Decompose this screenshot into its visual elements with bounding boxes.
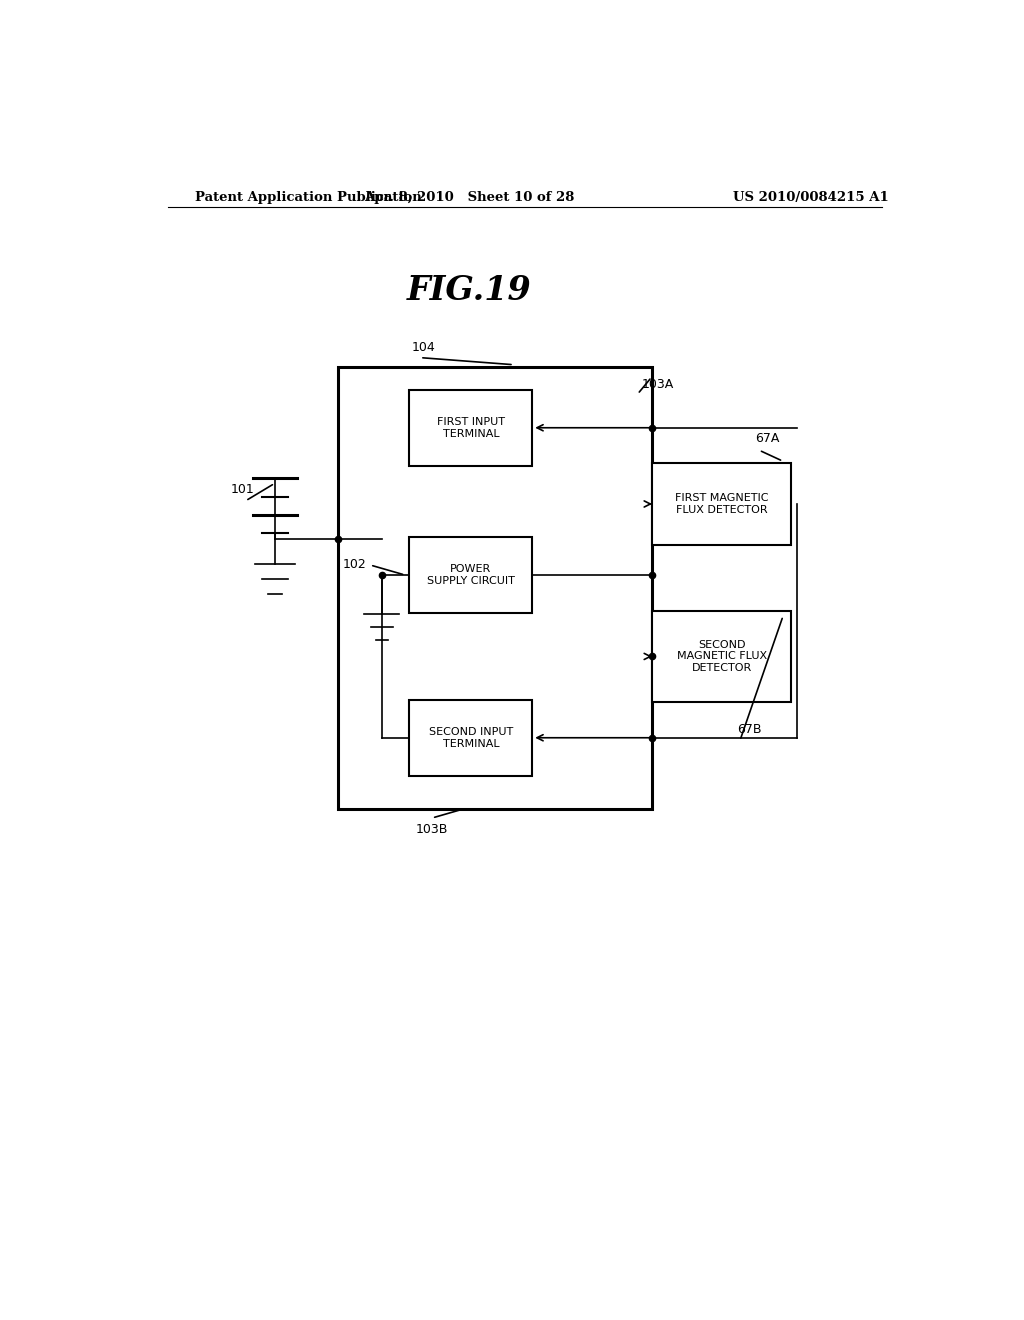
Bar — [652, 611, 792, 702]
Text: 101: 101 — [231, 483, 255, 496]
Text: SECOND INPUT
TERMINAL: SECOND INPUT TERMINAL — [429, 727, 513, 748]
Text: FIG.19: FIG.19 — [407, 275, 531, 308]
Text: 102: 102 — [342, 558, 367, 572]
Bar — [410, 537, 532, 614]
Bar — [410, 700, 532, 776]
Bar — [652, 463, 792, 545]
Text: 103B: 103B — [416, 824, 449, 836]
Text: FIRST MAGNETIC
FLUX DETECTOR: FIRST MAGNETIC FLUX DETECTOR — [675, 494, 768, 515]
Bar — [410, 389, 532, 466]
Text: US 2010/0084215 A1: US 2010/0084215 A1 — [732, 190, 889, 203]
Text: Apr. 8, 2010   Sheet 10 of 28: Apr. 8, 2010 Sheet 10 of 28 — [365, 190, 574, 203]
Text: 67A: 67A — [755, 432, 779, 445]
Text: SECOND
MAGNETIC FLUX
DETECTOR: SECOND MAGNETIC FLUX DETECTOR — [677, 640, 767, 673]
Text: 67B: 67B — [737, 723, 762, 735]
Bar — [338, 367, 652, 809]
Text: FIRST INPUT
TERMINAL: FIRST INPUT TERMINAL — [437, 417, 505, 438]
Text: 103A: 103A — [641, 378, 674, 391]
Text: POWER
SUPPLY CIRCUIT: POWER SUPPLY CIRCUIT — [427, 565, 515, 586]
Text: Patent Application Publication: Patent Application Publication — [196, 190, 422, 203]
Text: 104: 104 — [412, 341, 436, 354]
